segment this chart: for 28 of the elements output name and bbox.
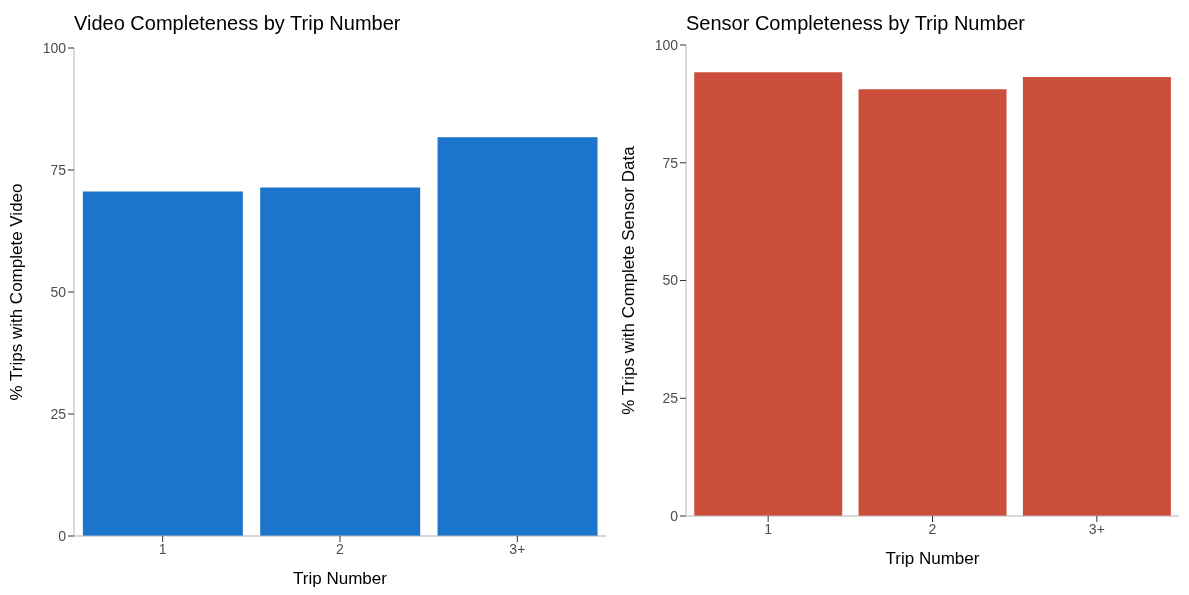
y-tick-label: 25 xyxy=(662,390,679,407)
y-tick-label: 50 xyxy=(662,272,679,289)
y-axis-title: % Trips with Complete Sensor Data xyxy=(619,145,639,415)
y-tick-label: 25 xyxy=(50,405,67,422)
y-tick-label: 100 xyxy=(42,39,67,56)
bar xyxy=(694,72,843,516)
bar xyxy=(437,137,598,536)
bar xyxy=(858,89,1007,516)
y-tick-label: 75 xyxy=(662,154,679,171)
x-tick-label: 1 xyxy=(764,520,773,537)
x-tick-label: 3+ xyxy=(1088,520,1105,537)
bar xyxy=(82,191,243,536)
x-tick-label: 2 xyxy=(928,520,937,537)
bar xyxy=(1022,77,1171,516)
chart-title: Video Completeness by Trip Number xyxy=(74,12,401,35)
y-tick-label: 0 xyxy=(670,507,679,524)
x-axis-title: Trip Number xyxy=(293,569,388,588)
y-tick-label: 0 xyxy=(58,527,67,544)
y-tick-label: 50 xyxy=(50,283,67,300)
y-axis-title: % Trips with Complete Video xyxy=(7,183,27,401)
chart-title: Sensor Completeness by Trip Number xyxy=(686,12,1026,35)
x-tick-label: 3+ xyxy=(509,540,526,557)
x-tick-label: 2 xyxy=(336,540,345,557)
y-tick-label: 75 xyxy=(50,161,67,178)
bar xyxy=(260,187,421,536)
x-axis-title: Trip Number xyxy=(885,549,980,568)
y-tick-label: 100 xyxy=(654,36,679,53)
x-tick-label: 1 xyxy=(158,540,167,557)
